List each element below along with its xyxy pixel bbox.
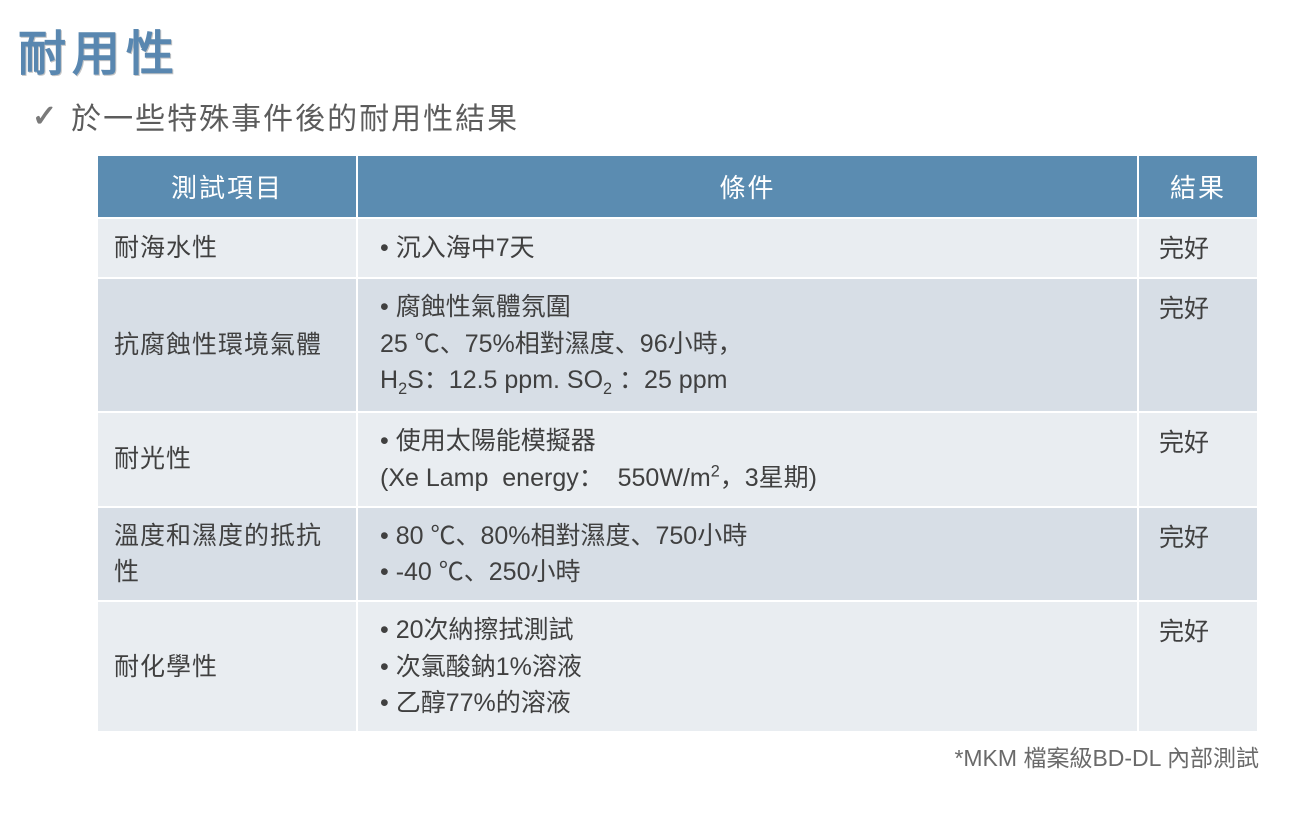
check-icon: ✓ bbox=[32, 99, 57, 134]
cell-condition: • 腐蝕性氣體氛圍25 ℃、75%相對濕度、96小時，H2S：12.5 ppm.… bbox=[357, 278, 1138, 412]
page-title: 耐用性 bbox=[18, 14, 1279, 84]
footnote: *MKM 檔案級BD-DL 內部測試 bbox=[18, 733, 1279, 773]
table-row: 耐化學性• 20次納擦拭測試• 次氯酸鈉1%溶液• 乙醇77%的溶液完好 bbox=[97, 601, 1258, 732]
col-header-result: 結果 bbox=[1138, 155, 1258, 218]
cell-item: 耐化學性 bbox=[97, 601, 357, 732]
cell-condition: • 20次納擦拭測試• 次氯酸鈉1%溶液• 乙醇77%的溶液 bbox=[357, 601, 1138, 732]
table-row: 耐海水性• 沉入海中7天完好 bbox=[97, 218, 1258, 278]
subtitle-row: ✓ 於一些特殊事件後的耐用性結果 bbox=[18, 94, 1279, 138]
col-header-item: 測試項目 bbox=[97, 155, 357, 218]
table-row: 耐光性• 使用太陽能模擬器(Xe Lamp energy： 550W/m2，3星… bbox=[97, 412, 1258, 507]
cell-item: 耐光性 bbox=[97, 412, 357, 507]
cell-result: 完好 bbox=[1138, 278, 1258, 412]
cell-condition: • 80 ℃、80%相對濕度、750小時• -40 ℃、250小時 bbox=[357, 507, 1138, 602]
cell-result: 完好 bbox=[1138, 412, 1258, 507]
table-row: 溫度和濕度的抵抗性• 80 ℃、80%相對濕度、750小時• -40 ℃、250… bbox=[97, 507, 1258, 602]
cell-item: 耐海水性 bbox=[97, 218, 357, 278]
cell-condition: • 沉入海中7天 bbox=[357, 218, 1138, 278]
cell-item: 溫度和濕度的抵抗性 bbox=[97, 507, 357, 602]
cell-result: 完好 bbox=[1138, 601, 1258, 732]
durability-table: 測試項目 條件 結果 耐海水性• 沉入海中7天完好抗腐蝕性環境氣體• 腐蝕性氣體… bbox=[96, 154, 1259, 733]
table-header-row: 測試項目 條件 結果 bbox=[97, 155, 1258, 218]
table-container: 測試項目 條件 結果 耐海水性• 沉入海中7天完好抗腐蝕性環境氣體• 腐蝕性氣體… bbox=[18, 154, 1279, 733]
col-header-cond: 條件 bbox=[357, 155, 1138, 218]
table-row: 抗腐蝕性環境氣體• 腐蝕性氣體氛圍25 ℃、75%相對濕度、96小時，H2S：1… bbox=[97, 278, 1258, 412]
subtitle-text: 於一些特殊事件後的耐用性結果 bbox=[71, 94, 519, 138]
cell-condition: • 使用太陽能模擬器(Xe Lamp energy： 550W/m2，3星期) bbox=[357, 412, 1138, 507]
cell-item: 抗腐蝕性環境氣體 bbox=[97, 278, 357, 412]
cell-result: 完好 bbox=[1138, 507, 1258, 602]
cell-result: 完好 bbox=[1138, 218, 1258, 278]
